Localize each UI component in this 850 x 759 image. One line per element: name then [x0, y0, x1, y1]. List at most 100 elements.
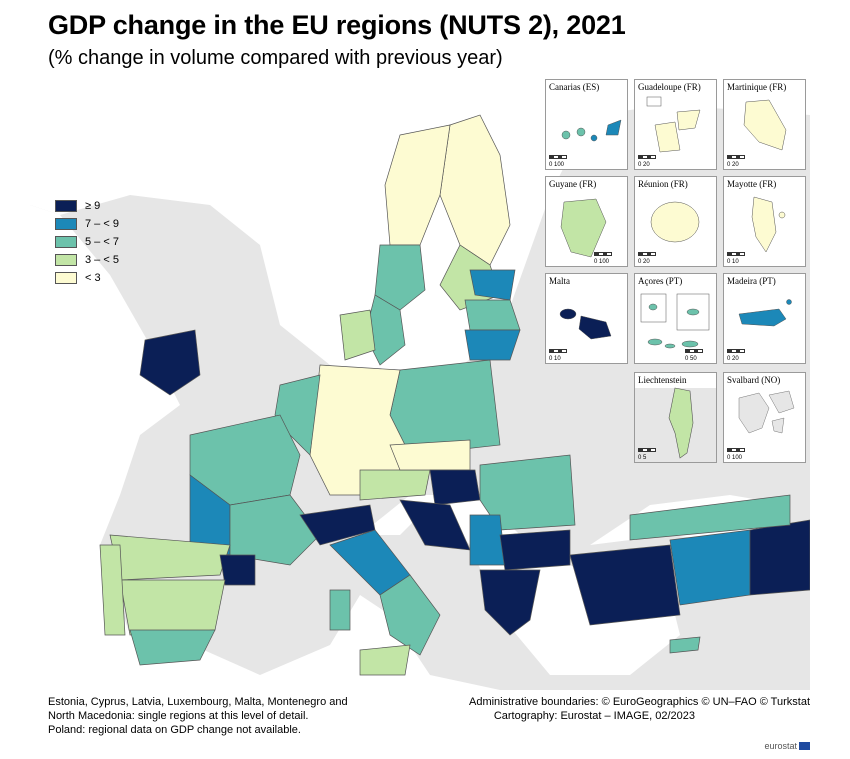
inset-madeira[interactable]: Madeira (PT) 0 20	[723, 273, 806, 364]
region-cyprus	[669, 636, 701, 654]
inset-malta[interactable]: Malta 0 10	[545, 273, 628, 364]
scale-bar	[638, 155, 656, 159]
region-sardinia	[329, 589, 351, 631]
region-czechia-slovakia	[389, 439, 471, 471]
region-benelux	[274, 374, 321, 456]
footnote-line: Estonia, Cyprus, Latvia, Luxembourg, Mal…	[48, 696, 348, 708]
region-greece	[479, 569, 541, 636]
legend-item: 7 – < 9	[55, 215, 119, 233]
scale-bar	[638, 448, 656, 452]
legend-swatch	[55, 254, 77, 266]
credits: Administrative boundaries: © EuroGeograp…	[469, 695, 810, 723]
region-iberia-south	[129, 629, 216, 666]
inset-shape	[640, 293, 710, 349]
footnote-line: Poland: regional data on GDP change not …	[48, 724, 301, 736]
legend-item: < 3	[55, 269, 119, 287]
inset-label: Guyane (FR)	[549, 179, 597, 189]
legend-swatch	[55, 236, 77, 248]
inset-svalbard[interactable]: Svalbard (NO) 0 100	[723, 372, 806, 463]
inset-acores[interactable]: Açores (PT) 0 50	[634, 273, 717, 364]
legend-swatch	[55, 200, 77, 212]
inset-label: Svalbard (NO)	[727, 375, 781, 385]
scale-label: 0 10	[549, 356, 561, 362]
eu-flag-icon	[799, 742, 810, 750]
region-lithuania	[464, 329, 521, 361]
legend-label: 7 – < 9	[85, 218, 119, 230]
scale-label: 0 20	[638, 162, 650, 168]
inset-label: Martinique (FR)	[727, 82, 787, 92]
region-iberia-catalonia	[219, 554, 256, 586]
region-finland-north	[439, 114, 511, 266]
legend-label: 3 – < 5	[85, 254, 119, 266]
region-ireland	[139, 329, 201, 396]
inset-shape	[646, 96, 701, 153]
scale-bar	[727, 349, 745, 353]
inset-mayotte[interactable]: Mayotte (FR) 0 10	[723, 176, 806, 267]
credits-boundaries: Administrative boundaries: © EuroGeograp…	[468, 696, 810, 708]
legend-item: 3 – < 5	[55, 251, 119, 269]
inset-label: Réunion (FR)	[638, 179, 688, 189]
region-turkey-west	[569, 544, 681, 626]
scale-bar	[638, 252, 656, 256]
scale-label: 0 100	[594, 259, 610, 265]
inset-guyane[interactable]: Guyane (FR) 0 100	[545, 176, 628, 267]
region-iberia-centre	[119, 579, 226, 636]
region-turkey-centre	[669, 529, 751, 606]
scale-bar	[549, 349, 567, 353]
inset-reunion[interactable]: Réunion (FR) 0 20	[634, 176, 717, 267]
map-title: GDP change in the EU regions (NUTS 2), 2…	[48, 10, 626, 40]
legend-swatch	[55, 272, 77, 284]
inset-shape	[635, 387, 716, 462]
region-sicily	[359, 644, 411, 676]
region-turkey-north	[629, 494, 791, 541]
inset-label: Liechtenstein	[638, 375, 687, 385]
scale-bar	[727, 448, 745, 452]
region-latvia	[464, 299, 521, 331]
map-subtitle: (% change in volume compared with previo…	[48, 47, 503, 69]
region-hungary	[429, 469, 481, 506]
map-canvas	[30, 75, 810, 690]
scale-bar	[685, 349, 703, 353]
region-turkey-east	[749, 519, 810, 596]
region-poland	[389, 359, 501, 456]
scale-bar	[727, 252, 745, 256]
credits-cartography: Cartography: Eurostat – IMAGE, 02/2023	[493, 710, 695, 722]
legend-swatch	[55, 218, 77, 230]
legend-label: < 3	[85, 272, 101, 284]
region-estonia	[469, 269, 516, 301]
inset-label: Canarias (ES)	[549, 82, 600, 92]
region-france-south	[229, 494, 321, 566]
scale-label: 0 20	[638, 259, 650, 265]
inset-label: Guadeloupe (FR)	[638, 82, 701, 92]
map-legend: ≥ 9 7 – < 9 5 – < 7 3 – < 5 < 3	[55, 197, 119, 287]
inset-shape	[743, 99, 787, 151]
region-italy-south	[379, 574, 441, 656]
region-portugal	[99, 544, 126, 636]
scale-bar	[549, 155, 567, 159]
inset-maps: Canarias (ES) 0 100 Guadeloupe (FR) 0 20…	[545, 79, 807, 469]
inset-label: Açores (PT)	[638, 276, 683, 286]
inset-shape	[561, 119, 622, 142]
region-austria	[359, 469, 431, 501]
inset-shape	[738, 390, 795, 434]
scale-bar	[594, 252, 612, 256]
inset-martinique[interactable]: Martinique (FR) 0 20	[723, 79, 806, 170]
legend-item: ≥ 9	[55, 197, 119, 215]
inset-guadeloupe[interactable]: Guadeloupe (FR) 0 20	[634, 79, 717, 170]
brand-text: eurostat	[764, 741, 797, 751]
inset-shape	[560, 198, 607, 258]
legend-label: ≥ 9	[85, 200, 101, 212]
inset-label: Malta	[549, 276, 570, 286]
inset-shape	[559, 308, 612, 340]
region-denmark	[339, 309, 376, 361]
eurostat-logo: eurostat	[764, 741, 810, 751]
inset-liechtenstein[interactable]: Liechtenstein 0 5	[634, 372, 717, 463]
inset-label: Mayotte (FR)	[727, 179, 777, 189]
footnote: Estonia, Cyprus, Latvia, Luxembourg, Mal…	[48, 695, 348, 737]
scale-label: 0 100	[727, 455, 743, 461]
scale-bar	[727, 155, 745, 159]
region-bulgaria	[499, 529, 571, 571]
inset-shape	[738, 299, 792, 327]
region-sweden-mid	[374, 244, 426, 311]
inset-canarias[interactable]: Canarias (ES) 0 100	[545, 79, 628, 170]
